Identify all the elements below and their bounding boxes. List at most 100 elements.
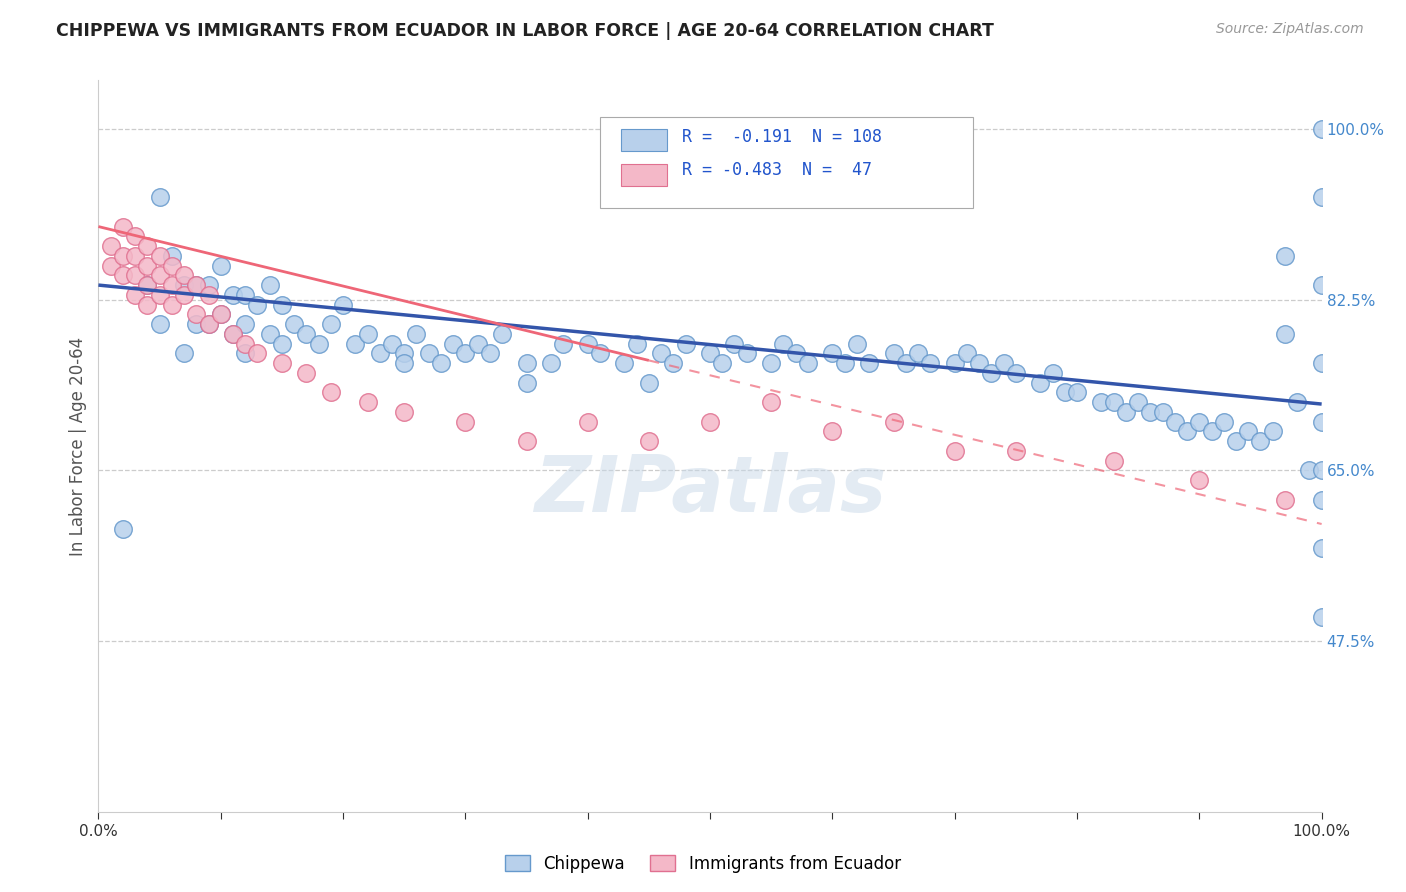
Point xyxy=(392,405,416,419)
Point xyxy=(111,522,134,536)
Point xyxy=(124,268,146,283)
Point xyxy=(675,336,697,351)
Point xyxy=(233,317,256,331)
Point xyxy=(1310,492,1333,507)
Point xyxy=(160,249,183,263)
Point xyxy=(735,346,758,360)
Point xyxy=(943,356,966,370)
Point xyxy=(319,385,342,400)
Point xyxy=(1249,434,1271,449)
Point xyxy=(723,336,745,351)
Point xyxy=(1139,405,1161,419)
Point xyxy=(980,366,1002,380)
Point xyxy=(576,336,599,351)
Point xyxy=(222,326,245,341)
Point xyxy=(259,278,281,293)
Point xyxy=(1201,425,1223,439)
Point xyxy=(209,259,232,273)
Point xyxy=(858,356,880,370)
Point xyxy=(149,249,172,263)
Point xyxy=(1310,278,1333,293)
Point xyxy=(1102,395,1125,409)
Point xyxy=(772,336,794,351)
Bar xyxy=(620,129,668,152)
Point xyxy=(1310,463,1333,477)
Point xyxy=(454,346,477,360)
Point xyxy=(136,278,159,293)
Legend: Chippewa, Immigrants from Ecuador: Chippewa, Immigrants from Ecuador xyxy=(499,848,907,880)
Point xyxy=(186,317,208,331)
Point xyxy=(1128,395,1150,409)
Point xyxy=(1102,453,1125,467)
Y-axis label: In Labor Force | Age 20-64: In Labor Force | Age 20-64 xyxy=(69,336,87,556)
Point xyxy=(576,415,599,429)
Point xyxy=(711,356,734,370)
Point xyxy=(197,317,219,331)
Point xyxy=(785,346,807,360)
Point xyxy=(111,249,134,263)
Point xyxy=(1274,249,1296,263)
Point xyxy=(149,317,172,331)
Point xyxy=(283,317,305,331)
Point xyxy=(1212,415,1234,429)
Point xyxy=(233,288,256,302)
Text: Source: ZipAtlas.com: Source: ZipAtlas.com xyxy=(1216,22,1364,37)
Point xyxy=(540,356,562,370)
Point xyxy=(1310,190,1333,204)
Point xyxy=(883,415,905,429)
Point xyxy=(761,395,783,409)
Point xyxy=(943,443,966,458)
Point xyxy=(136,239,159,253)
Text: CHIPPEWA VS IMMIGRANTS FROM ECUADOR IN LABOR FORCE | AGE 20-64 CORRELATION CHART: CHIPPEWA VS IMMIGRANTS FROM ECUADOR IN L… xyxy=(56,22,994,40)
Point xyxy=(100,239,122,253)
Point xyxy=(761,356,783,370)
Point xyxy=(515,356,537,370)
Point xyxy=(319,317,342,331)
Point xyxy=(1274,326,1296,341)
Point xyxy=(845,336,868,351)
Point xyxy=(295,326,318,341)
Point xyxy=(356,326,378,341)
Point xyxy=(1310,609,1333,624)
Point xyxy=(246,297,269,311)
Text: ZIPatlas: ZIPatlas xyxy=(534,452,886,528)
Point xyxy=(1286,395,1309,409)
Text: R =  -0.191  N = 108: R = -0.191 N = 108 xyxy=(682,128,882,146)
Point xyxy=(467,336,489,351)
Point xyxy=(1188,473,1211,487)
Point xyxy=(344,336,367,351)
Point xyxy=(222,288,245,302)
Point xyxy=(967,356,990,370)
Point xyxy=(209,307,232,321)
Point xyxy=(405,326,427,341)
Point xyxy=(136,297,159,311)
Point xyxy=(111,268,134,283)
Point xyxy=(136,278,159,293)
Point xyxy=(149,268,172,283)
Point xyxy=(894,356,917,370)
Point xyxy=(356,395,378,409)
Point xyxy=(1053,385,1076,400)
Point xyxy=(270,336,294,351)
Point xyxy=(160,297,183,311)
Point xyxy=(637,376,661,390)
Point xyxy=(197,288,219,302)
Point xyxy=(1274,492,1296,507)
Point xyxy=(209,307,232,321)
Point xyxy=(637,434,661,449)
Point xyxy=(1066,385,1088,400)
Point xyxy=(1298,463,1320,477)
Point xyxy=(699,415,721,429)
Point xyxy=(1175,425,1198,439)
Point xyxy=(186,278,208,293)
Point xyxy=(111,219,134,234)
Point xyxy=(1310,415,1333,429)
Point xyxy=(1004,443,1026,458)
Point xyxy=(478,346,501,360)
Point xyxy=(136,259,159,273)
Point xyxy=(441,336,464,351)
Point xyxy=(160,259,183,273)
Point xyxy=(173,278,195,293)
Point xyxy=(186,278,208,293)
Point xyxy=(222,326,245,341)
